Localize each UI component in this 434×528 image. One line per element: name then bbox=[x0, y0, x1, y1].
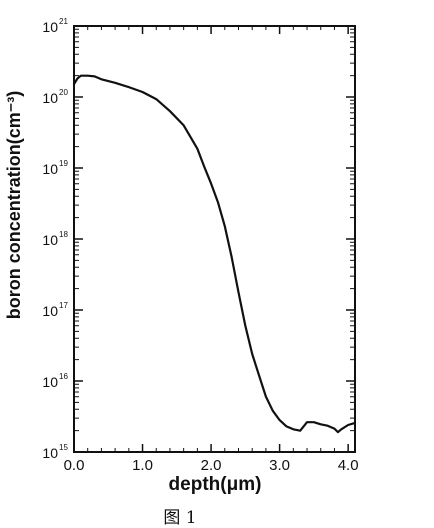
y-tick-label-base: 10 bbox=[42, 19, 58, 35]
y-tick-label-base: 10 bbox=[42, 90, 58, 106]
y-tick-label-base: 10 bbox=[42, 303, 58, 319]
y-tick-label-power: 20 bbox=[59, 88, 68, 97]
y-tick-label-power: 17 bbox=[59, 301, 68, 310]
y-tick-label-base: 10 bbox=[42, 374, 58, 390]
y-tick-label-base: 10 bbox=[42, 161, 58, 177]
y-tick-label-base: 10 bbox=[42, 232, 58, 248]
y-tick-label-power: 16 bbox=[59, 372, 68, 381]
x-tick-label: 1.0 bbox=[132, 457, 153, 474]
figure-caption: 图 1 bbox=[163, 508, 197, 528]
x-tick-label: 0.0 bbox=[64, 457, 85, 474]
y-tick-label-power: 19 bbox=[59, 159, 68, 168]
y-axis-title: boron concentration(cm⁻³) bbox=[4, 91, 24, 320]
y-tick-label-base: 10 bbox=[42, 445, 58, 461]
y-tick-label-power: 21 bbox=[59, 17, 68, 26]
x-tick-label: 2.0 bbox=[201, 457, 222, 474]
plot-frame bbox=[73, 25, 356, 453]
x-axis-title: depth(μm) bbox=[169, 474, 262, 495]
y-tick-label-power: 18 bbox=[59, 230, 68, 239]
x-tick-label: 3.0 bbox=[269, 457, 290, 474]
y-tick-label-power: 15 bbox=[59, 443, 68, 452]
x-axis-ticks: 0.0 1.0 2.0 3.0 4.0 bbox=[64, 26, 359, 474]
series-line-boron bbox=[72, 74, 357, 434]
x-tick-label: 4.0 bbox=[338, 457, 359, 474]
